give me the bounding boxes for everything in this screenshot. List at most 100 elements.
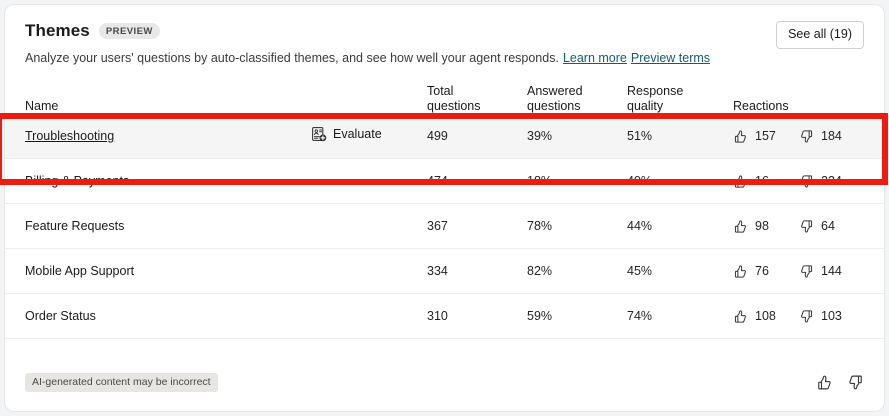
card-subtitle: Analyze your users' questions by auto-cl…	[25, 50, 864, 66]
column-header-quality-line2: quality	[627, 99, 664, 113]
cell-reactions: 98 64	[733, 218, 868, 234]
cell-answered-questions: 18%	[527, 174, 553, 188]
cell-reactions: 76 144	[733, 263, 868, 279]
cell-response-quality: 49%	[627, 174, 653, 188]
reaction-thumbs-up: 98	[733, 218, 799, 234]
preview-badge: PREVIEW	[98, 23, 160, 39]
theme-name-link[interactable]: Feature Requests	[25, 219, 125, 233]
reaction-thumbs-down: 144	[799, 263, 865, 279]
thumbs-up-icon	[733, 219, 748, 234]
cell-reactions: 157 184	[733, 128, 868, 144]
cell-action: Evaluate	[311, 126, 427, 146]
thumbs-up-count: 98	[755, 219, 769, 233]
cell-response-quality: 45%	[627, 264, 653, 278]
thumbs-up-icon	[733, 264, 748, 279]
thumbs-up-count: 108	[755, 309, 776, 323]
themes-card: Themes PREVIEW See all (19) Analyze your…	[4, 4, 885, 412]
evaluate-icon	[311, 126, 327, 142]
thumbs-down-count: 184	[821, 129, 842, 143]
column-header-total-line2: questions	[427, 99, 481, 113]
thumbs-up-count: 157	[755, 129, 776, 143]
column-header-name: Name	[25, 99, 59, 113]
thumbs-down-icon	[799, 309, 814, 324]
thumbs-down-count: 103	[821, 309, 842, 323]
thumbs-up-icon	[733, 309, 748, 324]
footer-feedback	[816, 374, 864, 391]
column-header-answered-questions: Answered questions	[527, 84, 627, 114]
card-footer: AI-generated content may be incorrect	[5, 353, 884, 411]
thumbs-up-count: 16	[755, 174, 769, 188]
cell-answered-questions: 39%	[527, 129, 553, 143]
evaluate-label: Evaluate	[333, 127, 382, 141]
cell-total-questions: 474	[427, 174, 448, 188]
table-header-row: Name Total questions Answered questions …	[5, 78, 884, 114]
themes-table: Name Total questions Answered questions …	[5, 78, 884, 339]
theme-name-link[interactable]: Troubleshooting	[25, 129, 115, 143]
thumbs-down-icon[interactable]	[847, 374, 864, 391]
reactions-group: 98 64	[733, 218, 868, 234]
theme-name-link[interactable]: Order Status	[25, 309, 96, 323]
column-header-answered-line2: questions	[527, 99, 581, 113]
theme-name-link[interactable]: Mobile App Support	[25, 264, 135, 278]
preview-terms-link[interactable]: Preview terms	[630, 51, 711, 65]
cell-total-questions: 310	[427, 309, 448, 323]
column-header-answered-line1: Answered	[527, 84, 583, 98]
cell-total-questions: 367	[427, 219, 448, 233]
thumbs-up-icon	[733, 129, 748, 144]
cell-total-questions: 334	[427, 264, 448, 278]
cell-reactions: 16 224	[733, 173, 868, 189]
column-header-total-line1: Total	[427, 84, 454, 98]
column-header-quality-line1: Response	[627, 84, 684, 98]
column-header-response-quality: Response quality	[627, 84, 733, 114]
reactions-group: 108 103	[733, 308, 868, 324]
reaction-thumbs-up: 16	[733, 173, 799, 189]
cell-answered-questions: 82%	[527, 264, 553, 278]
cell-theme-name: Order Status	[25, 308, 311, 324]
cell-theme-name: Feature Requests	[25, 218, 311, 234]
learn-more-link[interactable]: Learn more	[562, 51, 627, 65]
thumbs-up-icon	[733, 174, 748, 189]
reaction-thumbs-up: 76	[733, 263, 799, 279]
reactions-group: 16 224	[733, 173, 868, 189]
thumbs-down-count: 224	[821, 174, 842, 188]
cell-theme-name: Billing & Payments	[25, 173, 311, 189]
ai-disclaimer: AI-generated content may be incorrect	[25, 372, 218, 392]
subtitle-text: Analyze your users' questions by auto-cl…	[25, 51, 559, 65]
cell-response-quality: 51%	[627, 129, 653, 143]
cell-response-quality: 44%	[627, 219, 653, 233]
page-title: Themes	[25, 21, 90, 40]
table-row[interactable]: Troubleshooting Evaluate 499 39% 51% 157 184	[5, 114, 884, 159]
table-row[interactable]: Order Status 310 59% 74% 108 103	[5, 294, 884, 339]
cell-reactions: 108 103	[733, 308, 868, 324]
theme-name-link[interactable]: Billing & Payments	[25, 174, 130, 188]
thumbs-down-count: 144	[821, 264, 842, 278]
thumbs-down-icon	[799, 129, 814, 144]
reaction-thumbs-down: 224	[799, 173, 865, 189]
cell-answered-questions: 78%	[527, 219, 553, 233]
title-row: Themes PREVIEW	[25, 21, 864, 41]
cell-theme-name: Troubleshooting	[25, 128, 311, 144]
thumbs-up-count: 76	[755, 264, 769, 278]
column-header-reactions: Reactions	[733, 99, 789, 113]
thumbs-down-icon	[799, 174, 814, 189]
reactions-group: 76 144	[733, 263, 868, 279]
thumbs-up-icon[interactable]	[816, 374, 833, 391]
cell-answered-questions: 59%	[527, 309, 553, 323]
thumbs-down-icon	[799, 264, 814, 279]
reaction-thumbs-down: 103	[799, 308, 865, 324]
thumbs-down-icon	[799, 219, 814, 234]
reaction-thumbs-up: 157	[733, 128, 799, 144]
table-row[interactable]: Mobile App Support 334 82% 45% 76 144	[5, 249, 884, 294]
see-all-button[interactable]: See all (19)	[776, 21, 864, 49]
reactions-group: 157 184	[733, 128, 868, 144]
table-row[interactable]: Billing & Payments 474 18% 49% 16 224	[5, 159, 884, 204]
reaction-thumbs-up: 108	[733, 308, 799, 324]
table-body: Troubleshooting Evaluate 499 39% 51% 157 184 Bi…	[5, 114, 884, 339]
thumbs-down-count: 64	[821, 219, 835, 233]
cell-total-questions: 499	[427, 129, 448, 143]
cell-response-quality: 74%	[627, 309, 653, 323]
evaluate-button[interactable]: Evaluate	[311, 126, 382, 142]
reaction-thumbs-down: 64	[799, 218, 865, 234]
table-row[interactable]: Feature Requests 367 78% 44% 98 64	[5, 204, 884, 249]
